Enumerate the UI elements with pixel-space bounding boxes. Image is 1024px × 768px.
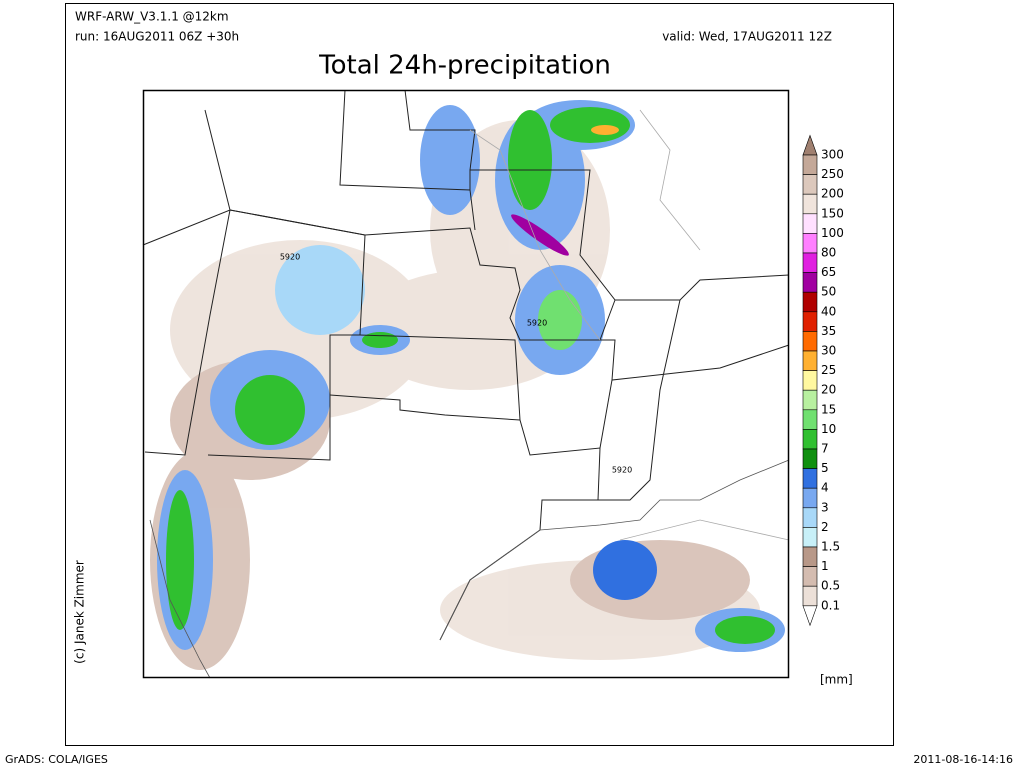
colorbar-box — [802, 429, 818, 450]
colorbar-box — [802, 252, 818, 273]
colorbar-box — [802, 233, 818, 254]
colorbar-label: 1.5 — [821, 540, 840, 554]
colorbar-label: 5 — [821, 461, 829, 475]
precip-heavy — [166, 107, 775, 644]
colorbar-label: 40 — [821, 304, 836, 318]
title: Total 24h-precipitation — [318, 51, 611, 81]
borders — [142, 89, 790, 679]
map-frame — [142, 89, 790, 679]
colorbar-box — [802, 311, 818, 332]
colorbar-label: 25 — [821, 363, 836, 377]
colorbar-box — [802, 389, 818, 411]
valid-label: valid: Wed, 17AUG2011 12Z — [662, 30, 832, 44]
colorbar-label: 100 — [821, 226, 844, 240]
colorbar-box — [802, 585, 818, 607]
footer-right: 2011-08-16-14:16 — [913, 753, 1013, 766]
colorbar-cap — [802, 134, 818, 156]
colorbar-label: 20 — [821, 383, 836, 397]
colorbar-box — [802, 487, 818, 509]
colorbar-box — [802, 291, 818, 313]
colorbar-box — [802, 193, 818, 215]
colorbar-label: 1 — [821, 559, 829, 573]
colorbar-label: 80 — [821, 246, 836, 260]
colorbar-label: 65 — [821, 265, 836, 279]
colorbar-label: 300 — [821, 148, 844, 162]
colorbar-label: 250 — [821, 167, 844, 181]
colorbar-label: 30 — [821, 344, 836, 358]
colorbar-label: 200 — [821, 187, 844, 201]
map: 5920 5920 5920 — [142, 89, 790, 679]
run-label: run: 16AUG2011 06Z +30h — [75, 30, 239, 44]
colorbar-box — [802, 174, 818, 195]
colorbar-box — [802, 370, 818, 391]
colorbar-box — [802, 272, 818, 293]
colorbar-box — [802, 409, 818, 430]
colorbar-box — [802, 331, 818, 352]
credit: (c) Janek Zimmer — [73, 560, 87, 664]
colorbar-label: 0.1 — [821, 598, 840, 612]
colorbar-label: 150 — [821, 206, 844, 220]
contour-label: 5920 — [527, 319, 547, 328]
colorbar-box — [802, 154, 818, 175]
unit-label: [mm] — [820, 673, 853, 687]
colorbar-box — [802, 566, 818, 587]
colorbar-label: 0.5 — [821, 579, 840, 593]
footer-left: GrADS: COLA/IGES — [5, 753, 108, 766]
colorbar-cap — [802, 605, 818, 627]
colorbar-box — [802, 546, 818, 567]
colorbar-label: 35 — [821, 324, 836, 338]
colorbar-box — [802, 507, 818, 528]
colorbar-box — [802, 213, 818, 234]
colorbar-label: 7 — [821, 442, 829, 456]
colorbar-label: 3 — [821, 500, 829, 514]
colorbar-box — [802, 468, 818, 489]
contour-label: 5920 — [612, 466, 632, 475]
colorbar-box — [802, 350, 818, 371]
colorbar-box — [802, 448, 818, 469]
colorbar-label: 2 — [821, 520, 829, 534]
model-label: WRF-ARW_V3.1.1 @12km — [75, 10, 229, 24]
colorbar-label: 4 — [821, 481, 829, 495]
colorbar-box — [802, 527, 818, 548]
contour-label: 5920 — [280, 253, 300, 262]
colorbar-label: 10 — [821, 422, 836, 436]
colorbar-label: 50 — [821, 285, 836, 299]
colorbar: 300 250 200 150 100 80 65 50 40 35 30 25 20 15 10 7 5 4 3 2… — [802, 134, 844, 627]
colorbar-label: 15 — [821, 402, 836, 416]
outer-frame — [65, 3, 894, 746]
